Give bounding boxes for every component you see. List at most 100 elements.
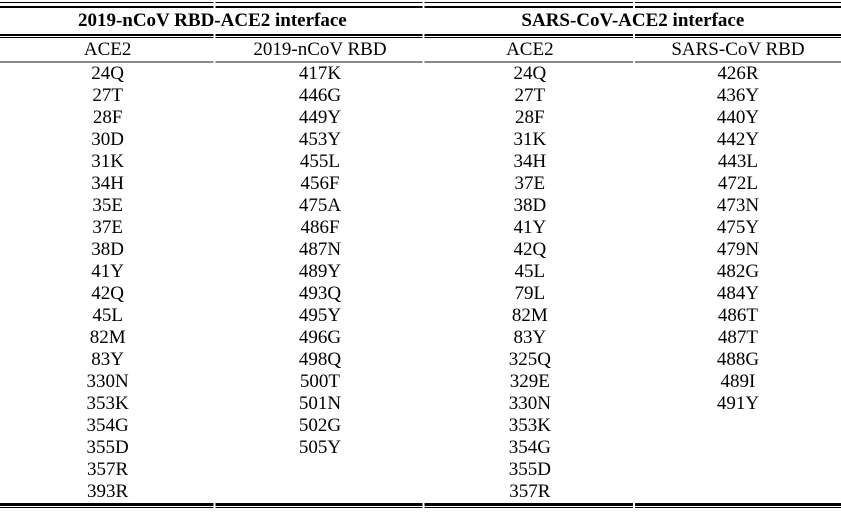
rule-bottom-thick bbox=[0, 503, 841, 506]
residue-cell: 456F bbox=[300, 173, 340, 194]
residue-cell: 42Q bbox=[91, 283, 124, 304]
residue-cell: 355D bbox=[86, 437, 129, 458]
residue-cell bbox=[215, 481, 424, 503]
residue-cell: 353K bbox=[508, 415, 551, 436]
residue-cell: 393R bbox=[87, 481, 129, 502]
table-row: 27T 446G 27T 436Y bbox=[0, 85, 841, 107]
residue-cell: 28F bbox=[515, 107, 545, 128]
group-title-sars-cov: SARS-CoV-ACE2 interface bbox=[521, 10, 745, 31]
residue-cell: 27T bbox=[92, 85, 123, 106]
residue-cell: 38D bbox=[513, 195, 547, 216]
residue-cell bbox=[635, 459, 841, 481]
residue-cell: 330N bbox=[508, 393, 551, 414]
column-header-sars-ace2: ACE2 bbox=[506, 39, 554, 60]
residue-cell: 417K bbox=[298, 63, 342, 84]
residue-cell: 83Y bbox=[513, 327, 547, 348]
rule-top-gap bbox=[0, 3, 841, 6]
table-row: 35E 475A 38D 473N bbox=[0, 195, 841, 217]
column-header-sars-rbd: SARS-CoV RBD bbox=[671, 39, 805, 60]
rule-under-group-thin bbox=[0, 37, 841, 38]
rule-under-group-thick bbox=[0, 34, 841, 36]
rule-bottom-thin bbox=[0, 507, 841, 508]
horizontal-rule bbox=[0, 6, 841, 8]
residue-cell: 440Y bbox=[716, 107, 760, 128]
residue-cell: 496G bbox=[298, 327, 342, 348]
residue-interface-table: 2019-nCoV RBD-ACE2 interface SARS-CoV-AC… bbox=[0, 2, 841, 508]
residue-cell: 426R bbox=[717, 63, 759, 84]
residue-cell: 34H bbox=[91, 173, 124, 194]
rule-gap bbox=[0, 506, 841, 507]
residue-cell: 500T bbox=[299, 371, 341, 392]
residue-cell: 488G bbox=[716, 349, 760, 370]
rule-under-group-gap bbox=[0, 36, 841, 37]
residue-cell: 486F bbox=[300, 217, 340, 238]
column-header-ncov-rbd: 2019-nCoV RBD bbox=[253, 39, 387, 60]
residue-cell: 31K bbox=[91, 151, 124, 172]
residue-cell: 354G bbox=[86, 415, 129, 436]
table-body: 24Q 417K 24Q 426R 27T 446G 27T 436Y 28F 449Y 28F 44… bbox=[0, 63, 841, 503]
table-row: 31K 455L 34H 443L bbox=[0, 151, 841, 173]
residue-cell: 357R bbox=[509, 481, 551, 502]
residue-cell: 38D bbox=[91, 239, 124, 260]
horizontal-rule bbox=[0, 61, 841, 63]
residue-cell: 486T bbox=[717, 305, 759, 326]
residue-cell: 83Y bbox=[91, 349, 124, 370]
residue-cell: 35E bbox=[92, 195, 123, 216]
table-row: 41Y 489Y 45L 482G bbox=[0, 261, 841, 283]
residue-cell: 30D bbox=[91, 129, 124, 150]
residue-cell: 493Q bbox=[298, 283, 342, 304]
residue-cell: 355D bbox=[508, 459, 551, 480]
residue-cell bbox=[635, 481, 841, 503]
residue-cell: 455L bbox=[299, 151, 341, 172]
residue-cell: 487N bbox=[298, 239, 342, 260]
residue-cell: 495Y bbox=[298, 305, 342, 326]
residue-cell: 31K bbox=[513, 129, 547, 150]
residue-cell: 436Y bbox=[716, 85, 760, 106]
residue-cell: 453Y bbox=[298, 129, 342, 150]
residue-cell: 329E bbox=[509, 371, 550, 392]
table-row: 28F 449Y 28F 440Y bbox=[0, 107, 841, 129]
residue-cell: 24Q bbox=[513, 63, 547, 84]
table-row: 82M 496G 83Y 487T bbox=[0, 327, 841, 349]
residue-cell: 354G bbox=[508, 437, 551, 458]
table-row: 393R 357R bbox=[0, 481, 841, 503]
residue-cell: 487T bbox=[717, 327, 759, 348]
table-row: 353K 501N 330N 491Y bbox=[0, 393, 841, 415]
residue-cell: 24Q bbox=[91, 63, 124, 84]
residue-cell: 484Y bbox=[716, 283, 760, 304]
residue-cell: 325Q bbox=[508, 349, 551, 370]
residue-cell: 330N bbox=[86, 371, 129, 392]
residue-cell: 472L bbox=[717, 173, 759, 194]
residue-cell: 489I bbox=[720, 371, 756, 392]
residue-cell: 82M bbox=[511, 305, 548, 326]
group-title-2019-ncov: 2019-nCoV RBD-ACE2 interface bbox=[77, 10, 347, 31]
residue-cell: 489Y bbox=[298, 261, 342, 282]
table-row: 83Y 498Q 325Q 488G bbox=[0, 349, 841, 371]
residue-cell: 475Y bbox=[716, 217, 760, 238]
residue-cell: 442Y bbox=[716, 129, 760, 150]
residue-cell: 37E bbox=[92, 217, 123, 238]
table-row: 37E 486F 41Y 475Y bbox=[0, 217, 841, 239]
rule-bottom-gap bbox=[0, 506, 841, 507]
residue-cell: 449Y bbox=[298, 107, 342, 128]
horizontal-rule bbox=[0, 37, 841, 38]
rule-gap bbox=[0, 36, 841, 37]
residue-cell: 475A bbox=[298, 195, 342, 216]
residue-cell: 45L bbox=[514, 261, 546, 282]
table-row: 357R 355D bbox=[0, 459, 841, 481]
table-row: 330N 500T 329E 489I bbox=[0, 371, 841, 393]
residue-cell: 357R bbox=[87, 459, 129, 480]
residue-cell: 45L bbox=[92, 305, 123, 326]
residue-cell: 28F bbox=[92, 107, 123, 128]
rule-top-thin bbox=[0, 2, 841, 3]
table-row: 34H 456F 37E 472L bbox=[0, 173, 841, 195]
residue-cell bbox=[215, 459, 424, 481]
residue-cell: 443L bbox=[717, 151, 759, 172]
horizontal-rule bbox=[0, 507, 841, 508]
horizontal-rule bbox=[0, 2, 841, 3]
horizontal-rule bbox=[0, 34, 841, 36]
residue-cell: 42Q bbox=[513, 239, 547, 260]
residue-cell: 502G bbox=[298, 415, 342, 436]
rule-top-thick bbox=[0, 6, 841, 8]
residue-cell: 505Y bbox=[298, 437, 342, 458]
